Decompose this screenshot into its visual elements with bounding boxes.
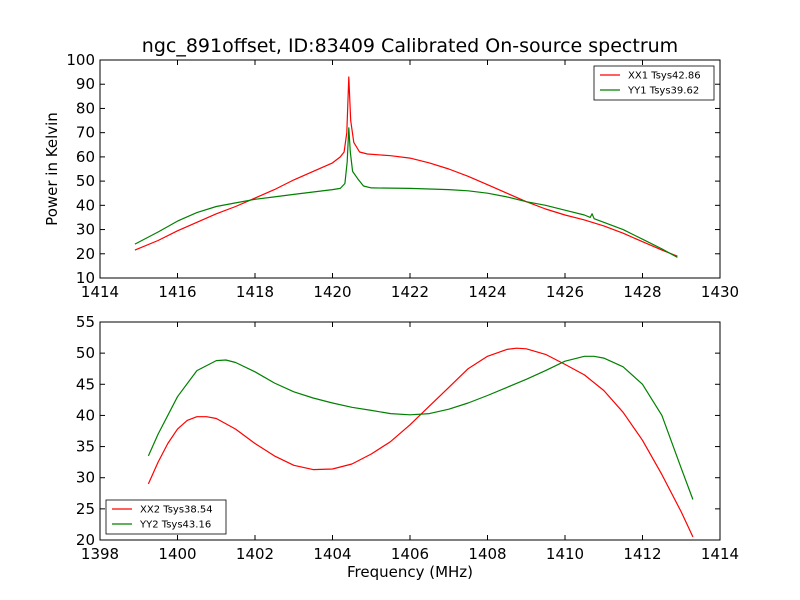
y-tick-label: 40 xyxy=(76,406,95,424)
x-axis-label: Frequency (MHz) xyxy=(347,563,473,581)
x-tick-label: 1414 xyxy=(81,283,119,301)
x-tick-label: 1400 xyxy=(158,545,196,563)
x-tick-label: 1412 xyxy=(623,545,661,563)
y-tick-label: 90 xyxy=(76,75,95,93)
y-tick-label: 20 xyxy=(76,531,95,549)
y-tick-label: 55 xyxy=(76,313,95,331)
chart-title: ngc_891offset, ID:83409 Calibrated On-so… xyxy=(142,35,678,57)
y-tick-label: 60 xyxy=(76,148,95,166)
x-tick-label: 1404 xyxy=(313,545,351,563)
legend: XX1 Tsys42.86 YY1 Tsys39.62 xyxy=(593,65,715,101)
x-tick-label: 1422 xyxy=(391,283,429,301)
y-tick-label: 10 xyxy=(76,269,95,287)
top-plot: 1414 1416 1418 1420 1422 1424 1426 1428 1430 10 20… xyxy=(43,51,739,301)
x-tick-label: 1414 xyxy=(701,545,739,563)
y-axis-label: Power in Kelvin xyxy=(43,112,61,226)
x-tick-label: 1408 xyxy=(468,545,506,563)
y-tick-label: 100 xyxy=(66,51,95,69)
legend-label: YY2 Tsys43.16 xyxy=(139,520,211,531)
y-tick-label: 20 xyxy=(76,245,95,263)
y-tick-label: 70 xyxy=(76,124,95,142)
legend: XX2 Tsys38.54 YY2 Tsys43.16 xyxy=(105,499,227,535)
x-tick-label: 1418 xyxy=(236,283,274,301)
series-line-1-2 xyxy=(134,127,678,258)
x-tick-label: 1406 xyxy=(391,545,429,563)
bottom-plot: 1398 1400 1402 1404 1406 1408 1410 1412 1414 20 25… xyxy=(76,313,739,581)
series-line-2-2 xyxy=(147,355,694,500)
y-tick-label: 30 xyxy=(76,221,95,239)
x-tick-label: 1398 xyxy=(81,545,119,563)
y-tick-label: 50 xyxy=(76,172,95,190)
legend-label: YY1 Tsys39.62 xyxy=(627,86,699,97)
legend-box xyxy=(105,499,227,535)
legend-label: XX2 Tsys38.54 xyxy=(140,505,213,516)
x-tick-label: 1410 xyxy=(546,545,584,563)
x-tick-label: 1420 xyxy=(313,283,351,301)
legend-box xyxy=(593,65,715,101)
x-tick-label: 1402 xyxy=(236,545,274,563)
x-tick-label: 1426 xyxy=(546,283,584,301)
x-tick-label: 1416 xyxy=(158,283,196,301)
x-tick-label: 1428 xyxy=(623,283,661,301)
legend-label: XX1 Tsys42.86 xyxy=(628,71,701,82)
y-tick-label: 50 xyxy=(76,344,95,362)
x-tick-label: 1430 xyxy=(701,283,739,301)
y-tick-label: 25 xyxy=(76,500,95,518)
y-tick-label: 40 xyxy=(76,196,95,214)
y-tick-label: 30 xyxy=(76,469,95,487)
x-tick-label: 1424 xyxy=(468,283,506,301)
series-line-2-1 xyxy=(147,347,694,538)
y-tick-label: 35 xyxy=(76,438,95,456)
y-tick-label: 80 xyxy=(76,99,95,117)
y-tick-label: 45 xyxy=(76,375,95,393)
